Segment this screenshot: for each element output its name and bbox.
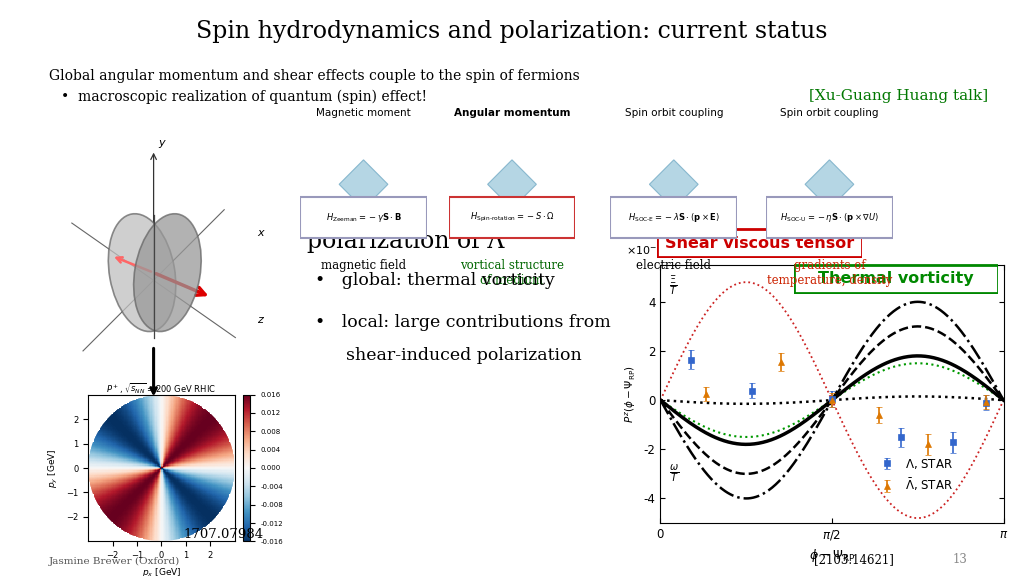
Text: Global angular momentum and shear effects couple to the spin of fermions: Global angular momentum and shear effect… xyxy=(49,69,580,83)
Polygon shape xyxy=(805,160,854,209)
Text: $\frac{\Xi}{T}$: $\frac{\Xi}{T}$ xyxy=(669,274,678,298)
Text: $\frac{\omega}{T}$: $\frac{\omega}{T}$ xyxy=(669,462,679,484)
Text: 1707.07984: 1707.07984 xyxy=(183,528,263,541)
FancyBboxPatch shape xyxy=(657,229,862,257)
Text: shear-induced polarization: shear-induced polarization xyxy=(346,347,582,364)
Text: x: x xyxy=(257,228,264,238)
Text: Spin orbit coupling: Spin orbit coupling xyxy=(625,108,723,118)
Text: $H_{\mathrm{SOC\text{-}E}} = -\lambda\mathbf{S}\cdot(\mathbf{p}\times\mathbf{E}): $H_{\mathrm{SOC\text{-}E}} = -\lambda\ma… xyxy=(628,211,720,224)
Text: gradients of
temperature, density: gradients of temperature, density xyxy=(767,259,892,287)
FancyBboxPatch shape xyxy=(766,198,893,238)
Text: •   global: thermal vorticity: • global: thermal vorticity xyxy=(315,272,555,290)
Text: y: y xyxy=(159,138,165,148)
Text: $H_{\mathrm{SOC\text{-}U}} = -\eta\mathbf{S}\cdot(\mathbf{p}\times\nabla U)$: $H_{\mathrm{SOC\text{-}U}} = -\eta\mathb… xyxy=(780,211,879,224)
Y-axis label: $p_y$ [GeV]: $p_y$ [GeV] xyxy=(47,448,60,488)
Text: electric field: electric field xyxy=(636,259,712,272)
Text: J: J xyxy=(163,405,168,423)
Legend: $\Lambda$, STAR, $\bar{\Lambda}$, STAR: $\Lambda$, STAR, $\bar{\Lambda}$, STAR xyxy=(874,453,956,497)
Text: [2103.14621]: [2103.14621] xyxy=(814,552,894,566)
Text: Spin hydrodynamics and polarization: current status: Spin hydrodynamics and polarization: cur… xyxy=(197,20,827,43)
Text: $H_{\mathrm{Zeeman}} = -\gamma\mathbf{S}\cdot\mathbf{B}$: $H_{\mathrm{Zeeman}} = -\gamma\mathbf{S}… xyxy=(326,211,401,224)
Ellipse shape xyxy=(109,214,176,332)
Text: vortical structure
of medium: vortical structure of medium xyxy=(460,259,564,287)
Text: 13: 13 xyxy=(952,552,968,566)
Text: Spin orbit coupling: Spin orbit coupling xyxy=(780,108,879,118)
Text: $H_{\mathrm{Spin\text{-}rotation}} = -S\cdot\Omega$: $H_{\mathrm{Spin\text{-}rotation}} = -S\… xyxy=(470,211,554,224)
Y-axis label: $P^z(\phi - \Psi_{\mathrm{RP}})$: $P^z(\phi - \Psi_{\mathrm{RP}})$ xyxy=(624,365,638,423)
Text: Magnetic moment: Magnetic moment xyxy=(316,108,411,118)
X-axis label: $\phi - \Psi_{\mathrm{RP}}$: $\phi - \Psi_{\mathrm{RP}}$ xyxy=(809,547,855,564)
Text: •  macroscopic realization of quantum (spin) effect!: • macroscopic realization of quantum (sp… xyxy=(61,89,427,104)
FancyBboxPatch shape xyxy=(449,198,575,238)
FancyBboxPatch shape xyxy=(794,265,998,293)
Text: z: z xyxy=(257,315,263,325)
Text: Shear viscous tensor: Shear viscous tensor xyxy=(666,236,854,251)
Polygon shape xyxy=(649,160,698,209)
X-axis label: $p_x$ [GeV]: $p_x$ [GeV] xyxy=(141,566,181,576)
Text: •   local: large contributions from: • local: large contributions from xyxy=(315,314,611,331)
Text: Angular momentum: Angular momentum xyxy=(454,108,570,118)
Text: Thermal vorticity: Thermal vorticity xyxy=(818,271,974,286)
Polygon shape xyxy=(487,160,537,209)
FancyBboxPatch shape xyxy=(610,198,737,238)
Text: [Xu-Guang Huang talk]: [Xu-Guang Huang talk] xyxy=(809,89,988,103)
Title: $P^+$, $\sqrt{s_{NN}} = 200$ GeV RHIC: $P^+$, $\sqrt{s_{NN}} = 200$ GeV RHIC xyxy=(106,381,216,395)
Text: $\times 10^{-3}$: $\times 10^{-3}$ xyxy=(627,241,663,258)
Text: Jasmine Brewer (Oxford): Jasmine Brewer (Oxford) xyxy=(49,556,180,566)
Polygon shape xyxy=(339,160,388,209)
Ellipse shape xyxy=(134,214,201,332)
FancyBboxPatch shape xyxy=(300,198,427,238)
Text: polarization of Λ: polarization of Λ xyxy=(307,230,505,253)
Text: magnetic field: magnetic field xyxy=(321,259,407,272)
